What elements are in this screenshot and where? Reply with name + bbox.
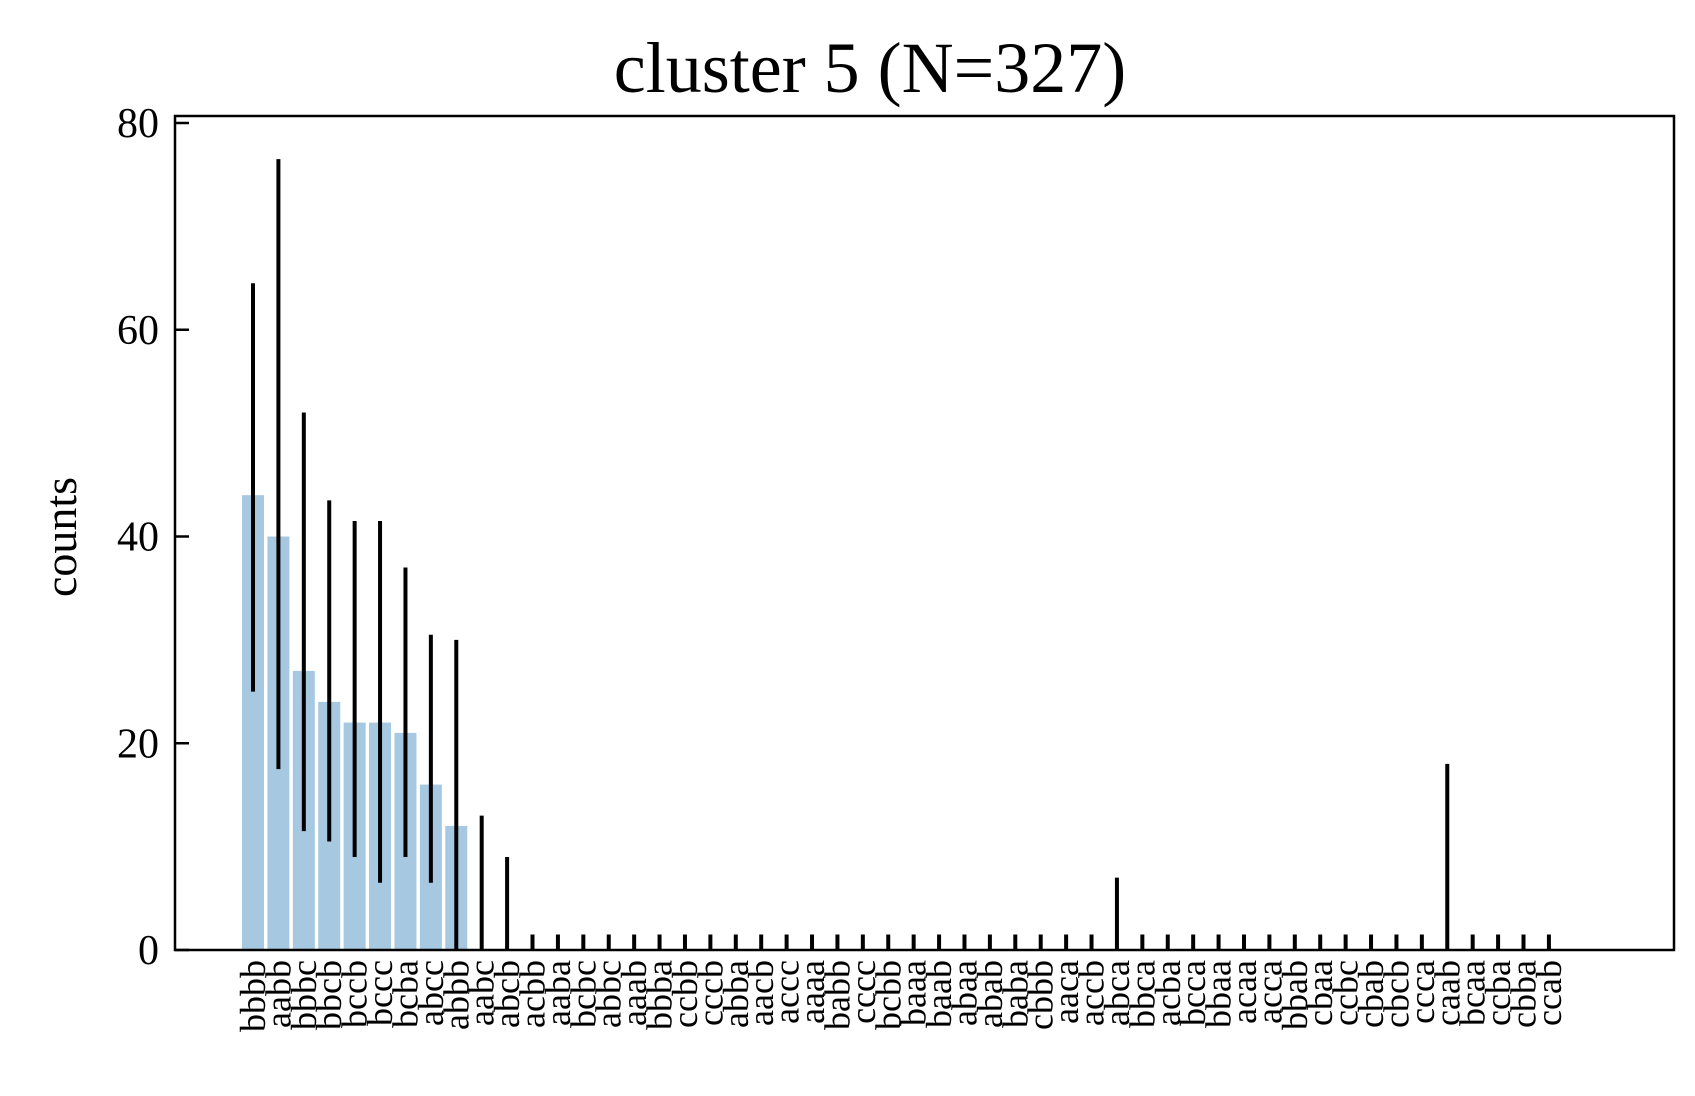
y-tick-label: 40: [117, 515, 159, 561]
x-tick-label: bbab: [1275, 960, 1315, 1030]
plot-frame: [173, 114, 1676, 952]
y-tick-label: 80: [117, 101, 159, 147]
x-axis: bbbbaabbbbbcbbcbbccbbcccbcbaabccabbbaabc…: [233, 960, 1569, 1032]
x-tick-label: ccba: [1478, 960, 1518, 1026]
x-tick-label: aaca: [1046, 960, 1086, 1024]
x-tick-label: baab: [919, 960, 959, 1028]
chart-title: cluster 5 (N=327): [614, 28, 1126, 108]
x-tick-label: acca: [1249, 960, 1289, 1024]
x-tick-label: abab: [970, 960, 1010, 1028]
x-tick-label: babb: [817, 960, 857, 1030]
x-tick-label: cbba: [1504, 960, 1544, 1028]
x-tick-label: abca: [1097, 960, 1137, 1026]
x-tick-label: accc: [767, 960, 807, 1024]
y-tick-label: 0: [138, 928, 159, 974]
x-tick-label: ccbc: [1326, 960, 1366, 1026]
x-tick-label: ccca: [1402, 960, 1442, 1024]
x-tick-label: abbb: [436, 960, 476, 1030]
y-tick-label: 60: [117, 308, 159, 354]
x-tick-label: abcb: [487, 960, 527, 1028]
x-tick-label: ccab: [1529, 960, 1569, 1026]
bar: [242, 495, 264, 950]
x-tick-label: bcaa: [1453, 960, 1493, 1026]
x-tick-label: aaba: [538, 960, 578, 1026]
x-tick-label: bbca: [1122, 960, 1162, 1028]
x-tick-label: cbaa: [1300, 960, 1340, 1026]
x-tick-label: bcbb: [868, 960, 908, 1030]
errorbars-layer: [251, 159, 1551, 950]
x-tick-label: abba: [716, 960, 756, 1028]
x-tick-label: baaa: [894, 960, 934, 1026]
x-tick-label: ccbb: [665, 960, 705, 1028]
x-tick-label: aacb: [741, 960, 781, 1026]
x-tick-label: bbbb: [233, 960, 273, 1032]
x-tick-label: aaab: [614, 960, 654, 1026]
y-axis: 0 20 40 60 80: [117, 101, 189, 974]
x-tick-label: aaaa: [792, 960, 832, 1024]
x-tick-label: acaa: [1224, 960, 1264, 1024]
x-tick-label: bcba: [385, 960, 425, 1028]
x-tick-label: bcca: [1173, 960, 1213, 1026]
x-tick-label: cccb: [690, 960, 730, 1026]
x-tick-label: cccc: [843, 960, 883, 1024]
x-tick-label: abaa: [944, 960, 984, 1026]
x-tick-label: bccb: [335, 960, 375, 1028]
x-tick-label: aabc: [462, 960, 502, 1026]
x-tick-label: cbcb: [1376, 960, 1416, 1028]
x-tick-label: aabb: [258, 960, 298, 1028]
x-tick-label: abcc: [411, 960, 451, 1026]
x-tick-label: bbcb: [309, 960, 349, 1030]
x-tick-label: bbaa: [1199, 960, 1239, 1028]
x-tick-label: caab: [1427, 960, 1467, 1026]
x-tick-label: cbbb: [1021, 960, 1061, 1030]
x-tick-label: acba: [1148, 960, 1188, 1026]
x-tick-label: cbab: [1351, 960, 1391, 1028]
x-tick-label: bbbc: [284, 960, 324, 1030]
x-tick-label: baba: [995, 960, 1035, 1028]
x-tick-label: acbb: [513, 960, 553, 1028]
y-tick-label: 20: [117, 721, 159, 767]
y-axis-label: counts: [35, 477, 86, 597]
x-tick-label: bcbc: [563, 960, 603, 1028]
x-tick-label: abbc: [589, 960, 629, 1028]
x-tick-label: bbba: [640, 960, 680, 1030]
x-tick-label: bccc: [360, 960, 400, 1026]
x-tick-label: accb: [1072, 960, 1112, 1026]
